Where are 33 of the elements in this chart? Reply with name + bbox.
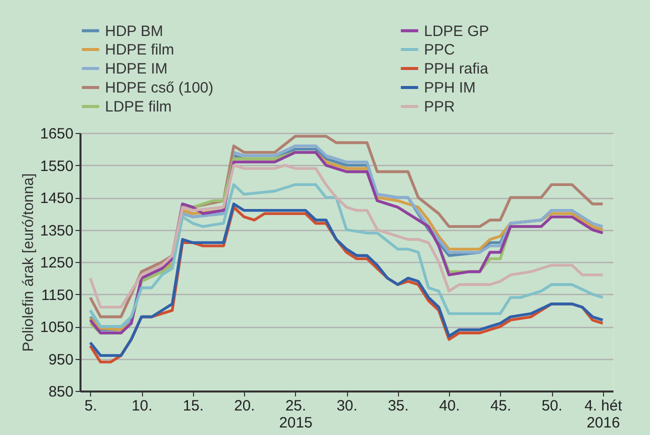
- x-tick-label: 30.: [336, 398, 358, 414]
- legend-label: LDPE GP: [424, 22, 490, 40]
- x-tick-label: 20.: [234, 398, 255, 414]
- legend-label: HDPE film: [105, 42, 174, 58]
- legend-label: HDPE cső (100): [105, 80, 214, 96]
- y-tick-label: 850: [48, 384, 74, 400]
- y-tick-label: 1150: [41, 286, 74, 304]
- x-tick-label: 35.: [388, 398, 409, 414]
- legend-label: HDP BM: [105, 22, 164, 40]
- y-tick-label: 1050: [40, 319, 74, 336]
- y-tick-label: 1450: [40, 190, 74, 207]
- x-tick-label: 25. 2015: [279, 398, 312, 432]
- y-axis-title: Poliolefin árak [euró/tonna]: [20, 173, 38, 352]
- line-series: [88, 183, 604, 328]
- x-tick-label: 40.: [439, 398, 460, 414]
- y-tick-label: 1550: [40, 158, 74, 175]
- x-tick-label: 10.: [132, 398, 152, 414]
- x-tick-label: 4. hét 2016: [584, 398, 623, 432]
- y-tick-label: 1650: [40, 126, 74, 142]
- x-tick-label: 15.: [182, 398, 204, 414]
- legend-label: LDPE film: [105, 98, 172, 116]
- legend-label: PPR: [424, 98, 456, 116]
- y-tick-label: 950: [48, 351, 74, 368]
- y-tick-label: 1250: [40, 254, 74, 272]
- line-series: [88, 164, 604, 309]
- legend-label: HDPE IM: [105, 60, 168, 78]
- x-tick-label: 5.: [84, 398, 98, 414]
- y-tick-label: 1350: [40, 222, 74, 240]
- legend-label: PPC: [424, 42, 456, 58]
- legend-label: PPH rafia: [424, 60, 489, 78]
- x-tick-label: 45.: [490, 398, 512, 414]
- x-tick-label: 50.: [542, 398, 562, 414]
- legend-label: PPH IM: [424, 80, 476, 96]
